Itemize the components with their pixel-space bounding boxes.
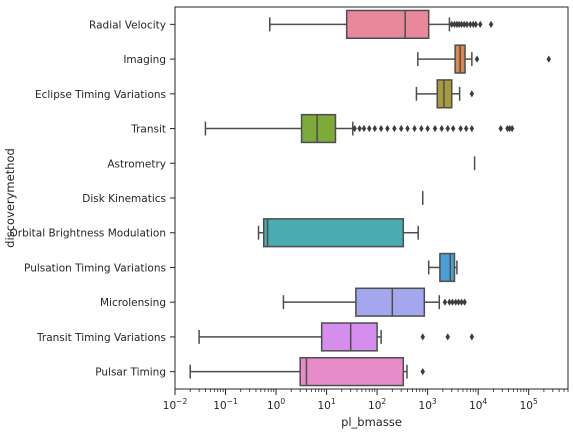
outlier-point	[445, 333, 450, 341]
outlier-point	[488, 20, 494, 28]
outlier-point	[474, 55, 480, 63]
box-group	[282, 287, 467, 317]
box-iqr	[300, 113, 337, 144]
outlier-point	[398, 124, 404, 133]
box-iqr	[439, 252, 456, 283]
y-tick-label: Transit Timing Variations	[36, 332, 166, 344]
outlier-point	[459, 298, 464, 306]
outlier-point	[372, 124, 378, 133]
outlier-point	[461, 20, 467, 28]
outlier-point	[546, 55, 552, 63]
outlier-point	[469, 124, 475, 133]
outlier-point	[425, 124, 430, 133]
box-group	[417, 44, 552, 74]
outlier-point	[378, 124, 384, 133]
x-tick-label: 100	[267, 397, 285, 412]
outlier-point	[385, 124, 390, 133]
box-group	[268, 9, 494, 40]
outlier-point	[509, 124, 515, 133]
outlier-point	[463, 124, 469, 133]
y-tick-label: Radial Velocity	[89, 19, 166, 31]
y-tick-label: Pulsar Timing	[95, 367, 166, 379]
outlier-point	[449, 20, 454, 28]
outlier-point	[468, 20, 473, 28]
y-tick-label: Eclipse Timing Variations	[35, 89, 166, 101]
y-axis-label: discoverymethod	[3, 148, 17, 248]
x-tick-label: 102	[368, 397, 386, 412]
outlier-point	[357, 124, 362, 133]
outlier-point	[498, 124, 503, 133]
outlier-point	[450, 298, 455, 306]
y-tick-label: Transit	[130, 124, 166, 136]
outlier-point	[478, 20, 483, 28]
outlier-point	[471, 20, 476, 28]
box-iqr	[299, 356, 405, 387]
outlier-point	[445, 124, 450, 133]
outlier-point	[456, 298, 461, 306]
outlier-point	[352, 124, 357, 133]
outlier-point	[405, 124, 410, 133]
outlier-point	[420, 333, 425, 341]
y-tick-label: Pulsation Timing Variations	[24, 262, 166, 274]
outlier-point	[464, 20, 470, 28]
y-tick-label: Orbital Brightness Modulation	[9, 228, 166, 240]
outlier-point	[420, 368, 425, 376]
box-iqr	[320, 322, 378, 352]
outlier-point	[450, 124, 456, 133]
outlier-point	[458, 124, 463, 133]
outlier-point	[392, 124, 397, 133]
y-tick-label: Microlensing	[100, 297, 166, 309]
box-group	[198, 322, 475, 352]
box-group	[204, 113, 515, 144]
y-tick-layer: Radial Velocity Imaging Eclipse Timing Var…	[9, 19, 175, 379]
outlier-point	[507, 124, 512, 133]
outlier-point	[447, 298, 452, 306]
box-iqr	[355, 287, 426, 317]
x-tick-label: 10−2	[163, 397, 188, 412]
box-group	[427, 252, 458, 283]
x-axis-label: pl_bmasse	[341, 415, 402, 429]
box-group	[415, 79, 475, 109]
outlier-point	[456, 20, 462, 28]
box-iqr	[345, 9, 430, 40]
x-tick-label: 101	[318, 397, 336, 412]
outlier-point	[452, 20, 457, 28]
outlier-point	[442, 298, 448, 306]
x-tick-label: 104	[469, 397, 487, 412]
y-tick-label: Disk Kinematics	[82, 193, 166, 205]
outlier-point	[419, 124, 424, 133]
x-tick-label: 10−1	[213, 397, 238, 412]
outlier-point	[459, 20, 464, 28]
outlier-point	[367, 124, 372, 133]
outlier-point	[473, 20, 479, 28]
x-tick-label: 105	[520, 397, 538, 412]
box-iqr	[262, 218, 405, 248]
outlier-point	[361, 124, 367, 133]
outlier-point	[469, 333, 475, 341]
y-tick-label: Imaging	[123, 54, 166, 66]
y-tick-label: Astrometry	[107, 158, 166, 170]
outlier-point	[469, 90, 475, 98]
outlier-point	[412, 124, 417, 133]
x-tick-label: 103	[419, 397, 437, 412]
outlier-point	[439, 124, 444, 133]
boxes-layer	[189, 9, 552, 387]
x-tick-layer: 10−2 10−1 100 101 102 103 104 105	[163, 389, 569, 412]
box-group	[189, 356, 425, 387]
outlier-point	[453, 298, 458, 306]
outlier-point	[432, 124, 438, 133]
outlier-point	[462, 298, 467, 306]
box-group	[257, 218, 419, 248]
